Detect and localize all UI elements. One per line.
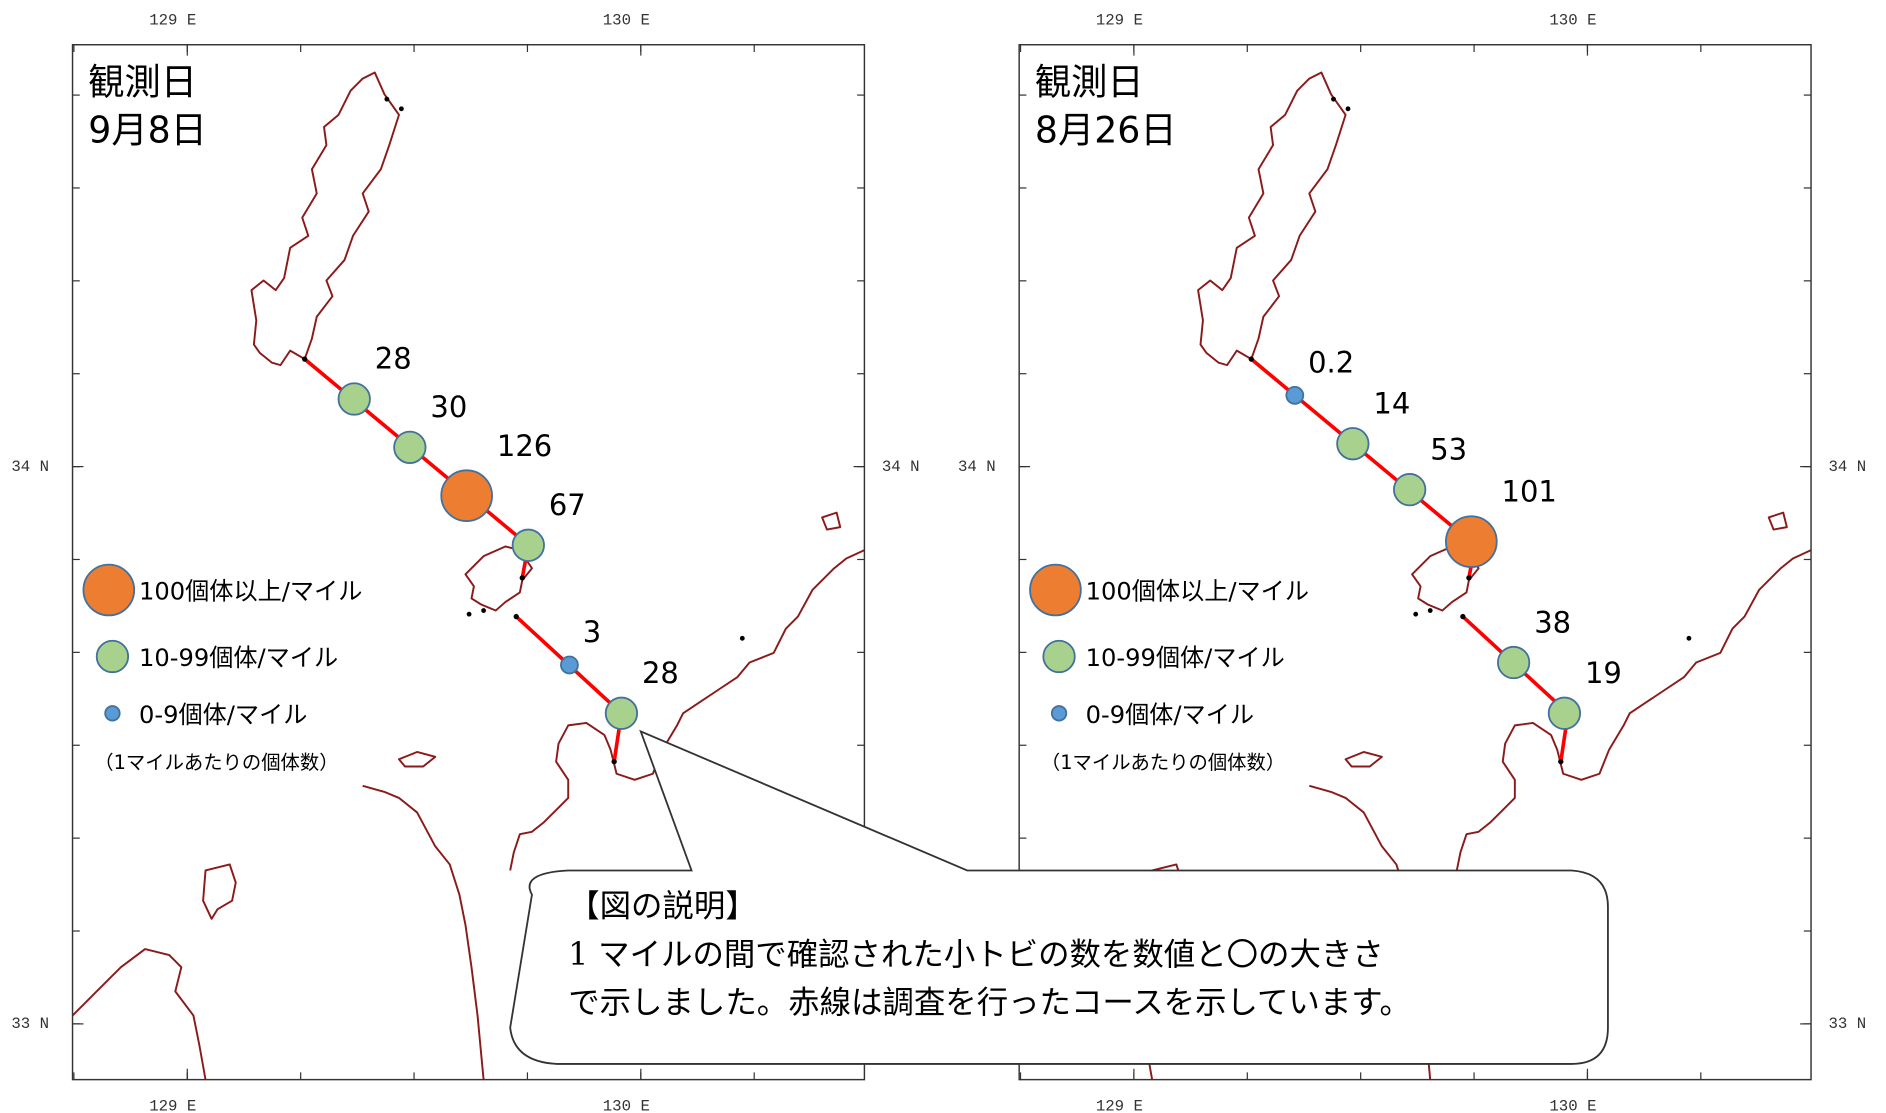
legend-label: 0-9個体/マイル [1086,701,1254,729]
station [393,430,427,464]
x-tick-label: 130 E [603,1097,650,1113]
x-tick-label: 130 E [1549,1097,1596,1113]
callout-text: で示しました。赤線は調査を行ったコースを示しています。 [568,985,1411,1021]
station-count: 38 [1534,605,1571,639]
station [1445,515,1498,568]
legend-note: （1マイルあたりの個体数） [1041,751,1285,774]
station [1336,427,1370,461]
route-end [1460,613,1466,620]
legend-swatch [82,563,136,617]
map-frame [71,44,866,1081]
y-tick-label: 34 N [11,458,49,476]
station [1285,385,1305,405]
route-end [513,613,519,620]
station-count: 0.2 [1308,345,1354,379]
map-frame [1018,44,1812,1081]
station-count: 14 [1373,386,1410,420]
x-tick-label: 130 E [1549,12,1596,30]
x-tick-label: 129 E [1096,1097,1143,1113]
station-count: 28 [642,656,679,690]
legend-label: 10-99個体/マイル [139,644,338,672]
survey-route [303,357,531,579]
legend-note: （1マイルあたりの個体数） [94,751,338,774]
station-count: 19 [1585,656,1622,690]
route-end [1248,356,1254,362]
callout-text: 1 マイルの間で確認された小トビの数を数値と〇の大きさ [568,937,1384,973]
x-tick-label: 130 E [603,12,650,30]
station [1393,473,1427,507]
survey-route [1250,357,1477,579]
station-count: 28 [375,342,412,376]
legend-swatch [104,705,121,722]
panel-date: 8月26日 [1035,109,1177,152]
legend-label: 100個体以上/マイル [1086,578,1309,606]
legend-label: 100個体以上/マイル [139,578,362,606]
legend-label: 0-9個体/マイル [139,701,307,729]
station-count: 53 [1430,432,1467,466]
legend-swatch [1042,639,1076,674]
station [1547,696,1582,730]
callout-bubble [509,729,1609,1065]
panel-title: 観測日 [88,60,197,103]
x-tick-label: 129 E [149,1097,196,1113]
callout-heading: 【図の説明】 [568,888,757,924]
station [337,382,371,416]
station [440,469,493,522]
route-end [1466,575,1472,581]
x-tick-label: 129 E [1096,12,1143,30]
legend-swatch [95,639,130,674]
station [560,655,579,675]
legend-swatch [1050,705,1068,722]
route-end [302,356,308,362]
legend-label: 10-99個体/マイル [1086,644,1285,672]
y-tick-label: 33 N [1828,1015,1866,1033]
station-count: 126 [497,429,552,463]
y-tick-label: 34 N [958,458,996,476]
station-count: 67 [549,488,586,522]
panel-title: 観測日 [1035,60,1144,103]
legend-swatch [1029,563,1082,617]
station [511,528,545,562]
station [604,696,639,730]
panel-date: 9月8日 [88,109,207,152]
route-end [1558,759,1564,765]
station-count: 101 [1502,475,1557,509]
station-count: 3 [583,615,601,649]
y-tick-label: 34 N [882,458,920,476]
x-tick-label: 129 E [149,12,196,30]
y-tick-label: 34 N [1828,458,1866,476]
station [1497,645,1531,680]
y-tick-label: 33 N [11,1015,49,1033]
route-end [519,575,525,581]
station-count: 30 [430,390,467,424]
route-end [611,759,617,765]
